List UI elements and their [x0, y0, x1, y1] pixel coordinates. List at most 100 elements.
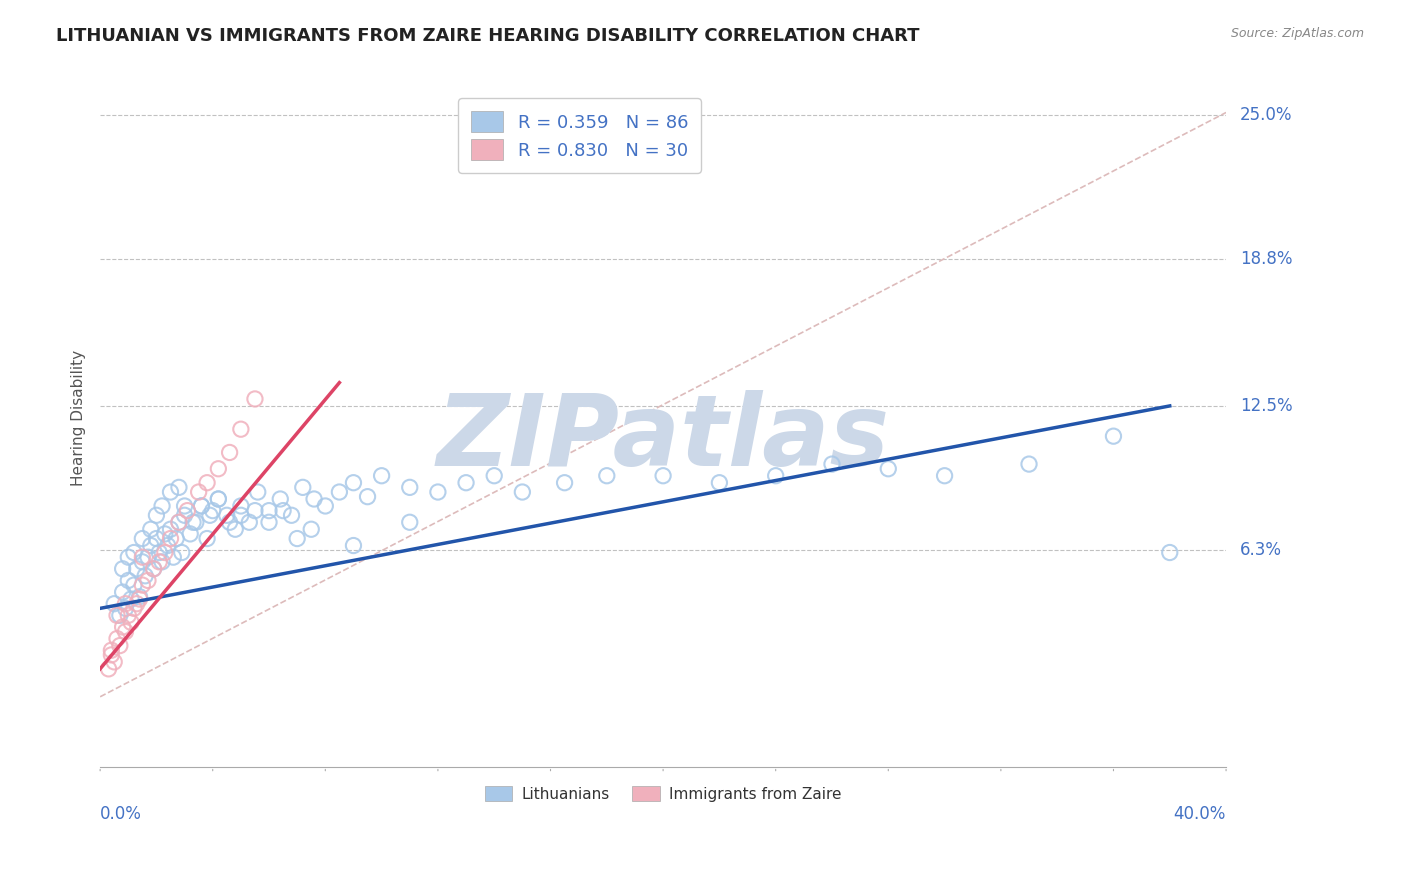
Point [103, 597, 125, 611]
Point [114, 601, 136, 615]
Point [207, 491, 229, 506]
Point [125, 597, 148, 611]
Point [184, 516, 207, 530]
Point [173, 508, 195, 523]
Text: 0.0%: 0.0% [100, 805, 142, 823]
Point [148, 555, 170, 569]
Point [145, 508, 167, 523]
Point [150, 499, 173, 513]
Point [167, 516, 190, 530]
Point [207, 462, 229, 476]
Point [156, 539, 179, 553]
Point [125, 562, 148, 576]
Point [243, 392, 266, 406]
Point [122, 545, 145, 559]
Point [105, 632, 128, 646]
Point [122, 601, 145, 615]
Point [100, 648, 122, 662]
Point [229, 508, 252, 523]
Point [167, 480, 190, 494]
Point [142, 562, 165, 576]
Point [482, 468, 505, 483]
Text: ZIPatlas: ZIPatlas [436, 390, 890, 487]
Point [190, 499, 212, 513]
Point [229, 422, 252, 436]
Point [314, 499, 336, 513]
Point [131, 578, 153, 592]
Point [224, 522, 246, 536]
Point [243, 503, 266, 517]
Point [285, 532, 308, 546]
Point [1018, 457, 1040, 471]
Point [356, 490, 378, 504]
Text: 18.8%: 18.8% [1240, 251, 1292, 268]
Text: 12.5%: 12.5% [1240, 397, 1292, 415]
Point [269, 491, 291, 506]
Point [111, 585, 134, 599]
Point [187, 485, 209, 500]
Point [103, 655, 125, 669]
Text: 6.3%: 6.3% [1240, 541, 1282, 559]
Point [328, 485, 350, 500]
Point [765, 468, 787, 483]
Point [342, 539, 364, 553]
Point [165, 532, 187, 546]
Point [398, 480, 420, 494]
Point [100, 643, 122, 657]
Point [136, 574, 159, 588]
Point [554, 475, 576, 490]
Point [821, 457, 844, 471]
Point [229, 499, 252, 513]
Point [596, 468, 619, 483]
Point [299, 522, 322, 536]
Point [145, 532, 167, 546]
Point [128, 590, 150, 604]
Point [108, 608, 131, 623]
Point [652, 468, 675, 483]
Point [159, 485, 181, 500]
Point [122, 578, 145, 592]
Point [159, 532, 181, 546]
Point [246, 485, 269, 500]
Point [190, 499, 212, 513]
Point [271, 503, 294, 517]
Point [120, 592, 142, 607]
Point [195, 532, 218, 546]
Point [218, 445, 240, 459]
Point [512, 485, 534, 500]
Point [170, 545, 193, 559]
Point [153, 527, 176, 541]
Point [97, 662, 120, 676]
Point [131, 550, 153, 565]
Point [877, 462, 900, 476]
Text: 40.0%: 40.0% [1174, 805, 1226, 823]
Point [302, 491, 325, 506]
Text: Source: ZipAtlas.com: Source: ZipAtlas.com [1230, 27, 1364, 40]
Point [426, 485, 449, 500]
Text: 25.0%: 25.0% [1240, 106, 1292, 124]
Y-axis label: Hearing Disability: Hearing Disability [72, 350, 86, 485]
Point [139, 539, 162, 553]
Point [148, 545, 170, 559]
Point [257, 516, 280, 530]
Point [111, 562, 134, 576]
Point [176, 503, 198, 517]
Text: LITHUANIAN VS IMMIGRANTS FROM ZAIRE HEARING DISABILITY CORRELATION CHART: LITHUANIAN VS IMMIGRANTS FROM ZAIRE HEAR… [56, 27, 920, 45]
Point [398, 516, 420, 530]
Point [934, 468, 956, 483]
Point [280, 508, 302, 523]
Point [1159, 545, 1181, 559]
Point [114, 597, 136, 611]
Point [257, 503, 280, 517]
Point [131, 532, 153, 546]
Point [709, 475, 731, 490]
Point [195, 475, 218, 490]
Point [142, 562, 165, 576]
Point [150, 555, 173, 569]
Point [162, 550, 184, 565]
Point [105, 608, 128, 623]
Point [134, 568, 156, 582]
Point [117, 608, 139, 623]
Point [181, 516, 204, 530]
Point [454, 475, 477, 490]
